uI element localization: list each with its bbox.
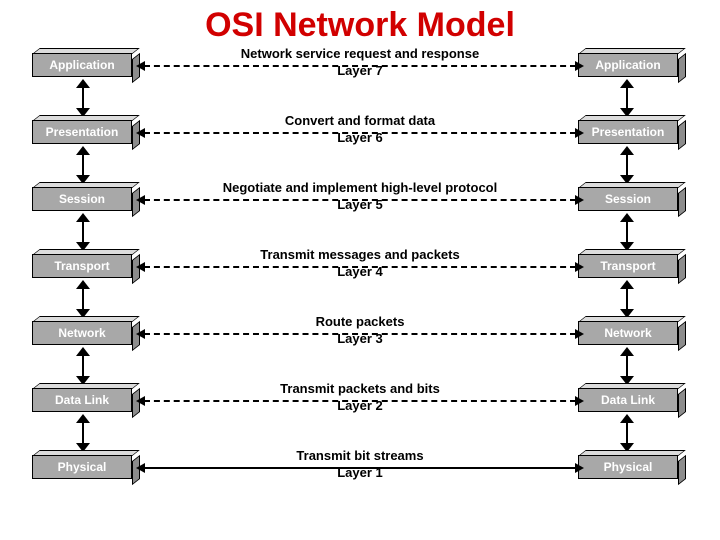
vertical-arrow-right-icon: [620, 215, 634, 249]
block-face: Application: [578, 53, 678, 77]
layer-description: Network service request and response: [152, 47, 568, 61]
layer-row: Network Network Route packets Layer 3: [32, 315, 688, 382]
arrowhead-right-icon: [575, 329, 584, 339]
block-side: [678, 254, 686, 284]
vertical-arrow-right-icon: [620, 282, 634, 316]
block-face: Transport: [32, 254, 132, 278]
layer-row: Presentation Presentation Convert and form…: [32, 114, 688, 181]
layer-row: Session Session Negotiate and implement hi…: [32, 181, 688, 248]
page-title: OSI Network Model: [0, 0, 720, 47]
layer-number-label: Layer 4: [152, 264, 568, 279]
arrowhead-right-icon: [575, 61, 584, 71]
arrowhead-right-icon: [575, 463, 584, 473]
layer-name: Network: [604, 326, 651, 340]
layer-description: Transmit bit streams: [152, 449, 568, 463]
layer-description: Convert and format data: [152, 114, 568, 128]
block-side: [678, 53, 686, 83]
layer-row: Physical Physical Transmit bit streams Laye…: [32, 449, 688, 489]
layer-block-right: Physical: [578, 455, 688, 485]
layer-number-label: Layer 1: [152, 465, 568, 480]
arrowhead-right-icon: [575, 396, 584, 406]
layer-row: Application Application Network service re…: [32, 47, 688, 114]
layer-caption: Transmit messages and packets Layer 4: [152, 248, 568, 279]
block-face: Data Link: [578, 388, 678, 412]
layer-row: Transport Transport Transmit messages and …: [32, 248, 688, 315]
layer-block-left: Physical: [32, 455, 142, 485]
block-face: Presentation: [578, 120, 678, 144]
block-side: [678, 321, 686, 351]
layer-caption: Negotiate and implement high-level proto…: [152, 181, 568, 212]
arrowhead-left-icon: [136, 128, 145, 138]
layer-caption: Route packets Layer 3: [152, 315, 568, 346]
layer-name: Session: [605, 192, 651, 206]
layer-caption: Transmit packets and bits Layer 2: [152, 382, 568, 413]
arrowhead-left-icon: [136, 195, 145, 205]
layer-number-label: Layer 3: [152, 331, 568, 346]
arrowhead-left-icon: [136, 61, 145, 71]
arrowhead-right-icon: [575, 195, 584, 205]
block-side: [678, 455, 686, 485]
arrowhead-right-icon: [575, 262, 584, 272]
layer-name: Physical: [58, 460, 107, 474]
block-face: Application: [32, 53, 132, 77]
layer-description: Transmit messages and packets: [152, 248, 568, 262]
block-face: Presentation: [32, 120, 132, 144]
layer-number-label: Layer 2: [152, 398, 568, 413]
layer-description: Transmit packets and bits: [152, 382, 568, 396]
block-side: [678, 388, 686, 418]
layer-name: Transport: [600, 259, 655, 273]
block-face: Network: [578, 321, 678, 345]
layer-row: Data Link Data Link Transmit packets and b…: [32, 382, 688, 449]
block-face: Data Link: [32, 388, 132, 412]
osi-diagram: Application Application Network service re…: [0, 47, 720, 495]
block-side: [678, 120, 686, 150]
layer-name: Network: [58, 326, 105, 340]
vertical-arrow-right-icon: [620, 416, 634, 450]
layer-name: Session: [59, 192, 105, 206]
arrowhead-left-icon: [136, 262, 145, 272]
layer-name: Presentation: [592, 125, 665, 139]
block-face: Session: [578, 187, 678, 211]
arrowhead-right-icon: [575, 128, 584, 138]
vertical-arrow-right-icon: [620, 148, 634, 182]
layer-name: Application: [49, 58, 114, 72]
layer-number-label: Layer 7: [152, 63, 568, 78]
block-face: Session: [32, 187, 132, 211]
layer-caption: Transmit bit streams Layer 1: [152, 449, 568, 480]
vertical-arrow-right-icon: [620, 349, 634, 383]
layer-name: Transport: [54, 259, 109, 273]
layer-name: Presentation: [46, 125, 119, 139]
block-face: Physical: [578, 455, 678, 479]
arrowhead-left-icon: [136, 463, 145, 473]
layer-name: Data Link: [601, 393, 655, 407]
arrowhead-left-icon: [136, 396, 145, 406]
vertical-arrow-right-icon: [620, 81, 634, 115]
arrowhead-left-icon: [136, 329, 145, 339]
layer-number-label: Layer 6: [152, 130, 568, 145]
layer-name: Physical: [604, 460, 653, 474]
layer-name: Data Link: [55, 393, 109, 407]
layer-caption: Convert and format data Layer 6: [152, 114, 568, 145]
layer-caption: Network service request and response Laye…: [152, 47, 568, 78]
block-face: Physical: [32, 455, 132, 479]
layer-name: Application: [595, 58, 660, 72]
block-face: Network: [32, 321, 132, 345]
vertical-arrow-left-icon: [76, 416, 90, 450]
vertical-arrow-left-icon: [76, 215, 90, 249]
vertical-arrow-left-icon: [76, 148, 90, 182]
vertical-arrow-left-icon: [76, 81, 90, 115]
vertical-arrow-left-icon: [76, 349, 90, 383]
block-side: [678, 187, 686, 217]
vertical-arrow-left-icon: [76, 282, 90, 316]
layer-description: Negotiate and implement high-level proto…: [152, 181, 568, 195]
layer-description: Route packets: [152, 315, 568, 329]
layer-number-label: Layer 5: [152, 197, 568, 212]
block-face: Transport: [578, 254, 678, 278]
